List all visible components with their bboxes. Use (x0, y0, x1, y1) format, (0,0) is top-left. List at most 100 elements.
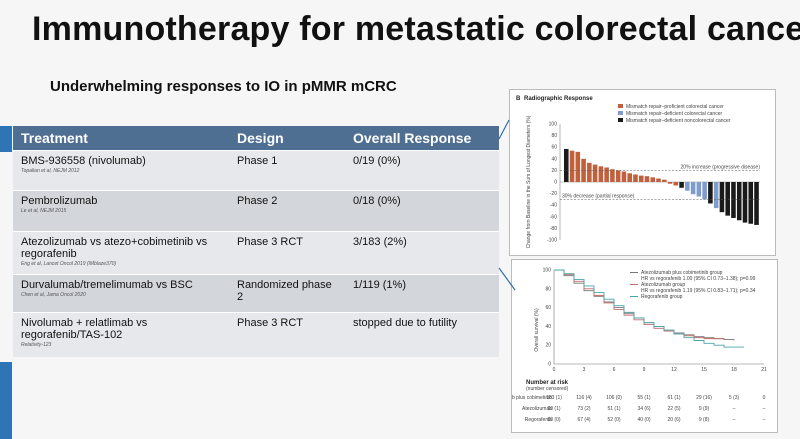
design-cell: Randomized phase 2 (229, 274, 345, 313)
treatment-cell: Atezolizumab vs atezo+cobimetinib vs reg… (13, 231, 229, 275)
accent-bar-top (0, 126, 12, 152)
table-row: Atezolizumab vs atezo+cobimetinib vs reg… (13, 231, 499, 275)
waterfall-bar (581, 158, 586, 182)
survival-y-axis-label: Overall survival (%) (534, 308, 540, 352)
treatment-name: BMS-936558 (nivolumab) (21, 155, 146, 167)
response-cell: stopped due to futility (345, 312, 499, 357)
legend-swatch (618, 118, 623, 122)
waterfall-bar (598, 166, 604, 182)
waterfall-bar (633, 174, 638, 182)
risk-row-label: Atezolizumab plus cobimetinib (512, 395, 552, 401)
waterfall-bar (673, 182, 679, 186)
table-row: Durvalumab/tremelimumab vs BSC Chen et al… (13, 274, 499, 313)
risk-value: 183 (1) (546, 395, 562, 401)
survival-x-tick-label: 21 (761, 367, 767, 373)
design-cell: Phase 1 (229, 150, 345, 191)
table-row: Pembrolizumab Le et al, NEJM 2015 Phase 2… (13, 190, 499, 232)
response-cell: 1/119 (1%) (345, 274, 499, 313)
waterfall-bar (610, 169, 615, 182)
survival-y-tick-label: 20 (545, 343, 551, 349)
legend-label: HR vs regorafenib 1.19 (95% CI 0.83–1.71… (641, 288, 756, 294)
connector-arrow-top (498, 119, 510, 140)
treatment-name: Atezolizumab vs atezo+cobimetinib vs reg… (21, 236, 208, 260)
waterfall-bar (627, 173, 632, 182)
waterfall-y-tick-label: 20 (551, 168, 557, 174)
legend-label: Mismatch repair–deficient colorectal can… (626, 111, 722, 117)
accent-bar-bottom (0, 362, 12, 439)
survival-y-tick-label: 100 (543, 268, 552, 274)
waterfall-bar (702, 182, 707, 200)
survival-y-tick-label: 80 (545, 286, 551, 292)
risk-value: 116 (4) (576, 395, 592, 401)
waterfall-bar (725, 182, 730, 216)
waterfall-y-tick-label: -80 (550, 226, 557, 232)
risk-row-label: Regorafenib (525, 417, 552, 423)
legend-label: HR vs regorafenib 1.00 (95% CI 0.73–1.38… (641, 276, 756, 282)
slide-subtitle: Underwhelming responses to IO in pMMR mC… (50, 78, 397, 95)
waterfall-bar (569, 150, 575, 182)
risk-value: 67 (4) (577, 417, 590, 423)
header-design: Design (229, 126, 345, 151)
panel-label: B (516, 96, 521, 102)
waterfall-legend: Mismatch repair–proficient colorectal ca… (618, 104, 731, 124)
design-cell: Phase 3 RCT (229, 312, 345, 357)
waterfall-bar (713, 182, 719, 209)
risk-value: 9 (8) (699, 417, 710, 423)
waterfall-bar (592, 164, 598, 182)
treatment-cell: Nivolumab + relatlimab vs regorafenib/TA… (13, 312, 229, 357)
risk-value: 40 (0) (637, 417, 650, 423)
risk-value: 90 (0) (547, 417, 560, 423)
waterfall-y-tick-label: 40 (551, 156, 557, 162)
survival-x-tick-label: 3 (583, 367, 586, 373)
waterfall-y-tick-label: 0 (554, 180, 557, 186)
survival-x-tick-label: 0 (553, 367, 556, 373)
treatment-citation: Topalian et al, NEJM 2012 (21, 168, 80, 174)
legend-swatch (618, 111, 623, 115)
waterfall-bar (667, 182, 673, 184)
survival-x-tick-label: 6 (613, 367, 616, 373)
treatment-citation: Le et al, NEJM 2015 (21, 208, 67, 214)
treatment-name: Durvalumab/tremelimumab vs BSC (21, 279, 193, 291)
treatment-name: Pembrolizumab (21, 195, 98, 207)
waterfall-bar (685, 182, 690, 191)
treatment-cell: Durvalumab/tremelimumab vs BSC Chen et al… (13, 274, 229, 313)
legend-label: Atezolizumab group (641, 282, 685, 288)
slide-title: Immunotherapy for metastatic colorectal … (32, 10, 800, 48)
waterfall-bar (564, 148, 569, 182)
waterfall-bar (679, 182, 684, 188)
waterfall-bar (662, 179, 667, 182)
risk-value: 106 (0) (606, 395, 622, 401)
design-cell: Phase 2 (229, 190, 345, 232)
treatment-cell: BMS-936558 (nivolumab) Topalian et al, NE… (13, 150, 229, 191)
risk-value: 51 (1) (607, 406, 620, 412)
risk-table-title: Number at risk (526, 380, 569, 386)
risk-value: 73 (2) (577, 406, 590, 412)
waterfall-y-tick-label: -40 (550, 203, 557, 209)
risk-value: – (733, 406, 736, 412)
waterfall-bar (621, 171, 627, 182)
risk-value: – (763, 417, 766, 423)
waterfall-bar (650, 177, 656, 182)
risk-value: 29 (16) (696, 395, 712, 401)
risk-value: 9 (9) (699, 406, 710, 412)
waterfall-y-tick-label: -20 (550, 191, 557, 197)
waterfall-y-tick-label: 100 (549, 122, 558, 128)
header-overall-response: Overall Response (345, 126, 499, 151)
risk-value: 0 (763, 395, 766, 401)
treatment-cell: Pembrolizumab Le et al, NEJM 2015 (13, 190, 229, 232)
waterfall-bar (615, 170, 621, 182)
waterfall-bar (742, 182, 748, 223)
table-row: Nivolumab + relatlimab vs regorafenib/TA… (13, 312, 499, 357)
risk-value: 61 (1) (667, 395, 680, 401)
response-cell: 0/19 (0%) (345, 150, 499, 191)
waterfall-bar (696, 182, 702, 197)
treatment-citation: Chen et al, Jama Oncol 2020 (21, 292, 86, 298)
treatment-citation: Eng et al, Lancet Oncol 2019 (IMblaze370… (21, 261, 117, 267)
waterfall-bar (587, 162, 592, 182)
waterfall-y-tick-label: 80 (551, 133, 557, 139)
waterfall-bar (690, 182, 696, 195)
survival-y-tick-label: 0 (548, 362, 551, 368)
treatment-table: Treatment Design Overall Response BMS-93… (13, 126, 499, 357)
